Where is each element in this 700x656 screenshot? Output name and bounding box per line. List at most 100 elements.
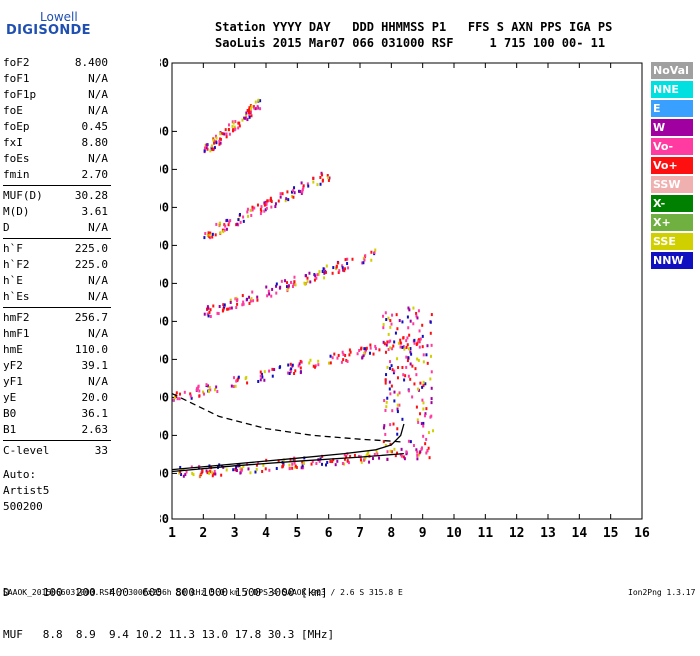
echo-point (351, 257, 354, 261)
echo-point (230, 306, 233, 310)
echo-point (207, 231, 210, 235)
echo-point-spread (396, 403, 399, 407)
echo-point (212, 472, 215, 476)
echo-point (397, 341, 400, 345)
param-foep: foEp 0.45 (3, 120, 108, 136)
echo-point (207, 306, 210, 310)
echo-point (269, 196, 272, 200)
echo-point (268, 369, 271, 373)
param-label: h`F (3, 242, 23, 255)
echo-point-spread (404, 374, 407, 378)
echo-point (290, 280, 293, 284)
echo-point (223, 228, 226, 232)
echo-point (240, 468, 243, 472)
echo-point (290, 190, 293, 194)
echo-point-spread (418, 345, 421, 349)
param-label: foF1 (3, 72, 30, 85)
echo-point (214, 134, 217, 138)
echo-point (209, 149, 212, 153)
param-foes: foEs N/A (3, 152, 108, 168)
echo-point-spread (422, 353, 425, 357)
echo-point (246, 108, 249, 112)
echo-point-spread (409, 377, 412, 381)
echo-point (332, 458, 335, 462)
echo-point-spread (388, 387, 391, 391)
echo-point (329, 460, 332, 464)
muf-distance-row: D 100 200 400 600 800 1000 1500 3000 [km… (3, 586, 328, 599)
echo-point (233, 376, 236, 380)
echo-point (321, 269, 324, 273)
param-d: D N/A (3, 221, 108, 237)
param-label: yE (3, 391, 17, 404)
echo-point (297, 364, 300, 368)
echo-point (336, 459, 339, 463)
echo-point (202, 392, 205, 396)
echo-point-spread (426, 344, 429, 348)
echo-point (307, 184, 310, 188)
echo-point (337, 270, 340, 274)
echo-point-spread (429, 320, 432, 324)
echo-point (362, 256, 365, 260)
auto-scaling-line: Auto: (3, 468, 37, 481)
param-label: foF2 (3, 56, 30, 69)
echo-point (340, 360, 343, 364)
echo-point (319, 182, 322, 186)
echo-point (373, 452, 376, 456)
param-hf: h`F 225.0 (3, 242, 108, 258)
echo-point (178, 392, 181, 396)
echo-point (208, 235, 211, 239)
echo-point (198, 389, 201, 393)
echo-point (213, 141, 216, 145)
param-label: foEp (3, 120, 30, 133)
echo-point (242, 464, 245, 468)
echo-point-spread (382, 326, 385, 330)
echo-point-spread (401, 366, 404, 370)
echo-point (284, 279, 287, 283)
echo-point (183, 390, 186, 394)
echo-point (260, 205, 263, 209)
echo-point (263, 370, 266, 374)
echo-point (279, 192, 282, 196)
echo-point (399, 453, 402, 457)
echo-point (250, 213, 253, 217)
echo-point (218, 305, 221, 309)
echo-point (318, 270, 321, 274)
echo-point (309, 358, 312, 362)
param-value: 0.45 (81, 120, 109, 133)
echo-point (180, 468, 183, 472)
echo-point-spread (422, 401, 425, 405)
echo-point (201, 469, 204, 473)
echo-point (342, 352, 345, 356)
echo-point (266, 199, 269, 203)
echo-point (282, 464, 285, 468)
echo-point (227, 223, 230, 227)
echo-point (403, 457, 406, 461)
echo-point (293, 280, 296, 284)
echo-point (176, 397, 179, 401)
echo-point (386, 450, 389, 454)
echo-point (267, 289, 270, 293)
echo-point-spread (407, 326, 410, 330)
echo-point-spread (384, 311, 387, 315)
echo-point-spread (412, 322, 415, 326)
echo-point (286, 287, 289, 291)
echo-point (301, 189, 304, 193)
echo-point (210, 470, 213, 474)
echo-point (225, 227, 228, 231)
echo-point (254, 100, 257, 104)
y-tick-label: 1000 (160, 162, 169, 176)
panel-separator (3, 238, 111, 239)
echo-point (343, 269, 346, 273)
echo-point (256, 203, 259, 207)
param-foe: foE N/A (3, 104, 108, 120)
echo-point (405, 345, 408, 349)
param-label: yF2 (3, 359, 23, 372)
echo-point (209, 470, 212, 474)
echo-point (219, 132, 222, 136)
echo-point-spread (407, 374, 410, 378)
echo-point (261, 469, 264, 473)
x-tick-label: 4 (262, 526, 270, 541)
echo-point (315, 462, 318, 466)
echo-point (251, 290, 254, 294)
echo-point (266, 294, 269, 298)
